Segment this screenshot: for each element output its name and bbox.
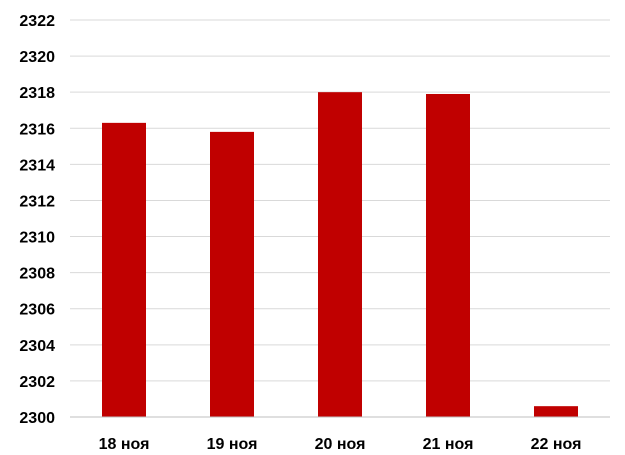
y-axis-tick-labels: 2300 2302 2304 2306 2308 2310 2312 2314 2316 2318… [19, 13, 55, 427]
y-tick-label: 2306 [19, 302, 55, 319]
y-tick-label: 2320 [19, 49, 55, 66]
y-tick-label: 2300 [19, 410, 55, 427]
bar [210, 131, 254, 417]
x-axis-tick-labels: 18 ноя 19 ноя 20 ноя 21 ноя 22 ноя [99, 436, 582, 453]
bar [426, 93, 470, 418]
x-tick-label: 18 ноя [99, 436, 150, 453]
bar [102, 122, 146, 417]
x-tick-label: 19 ноя [207, 436, 258, 453]
y-tick-label: 2310 [19, 230, 55, 247]
bars [102, 92, 578, 418]
bar [318, 92, 362, 417]
y-tick-label: 2304 [19, 338, 55, 355]
y-tick-label: 2312 [19, 193, 55, 210]
y-tick-label: 2318 [19, 85, 55, 102]
x-tick-label: 21 ноя [423, 436, 474, 453]
x-tick-label: 20 ноя [315, 436, 366, 453]
y-tick-label: 2316 [19, 121, 55, 138]
y-tick-label: 2308 [19, 266, 55, 283]
x-tick-label: 22 ноя [531, 436, 582, 453]
y-tick-label: 2322 [19, 13, 55, 30]
bar [534, 406, 578, 417]
y-tick-label: 2302 [19, 374, 55, 391]
y-tick-label: 2314 [19, 157, 55, 174]
